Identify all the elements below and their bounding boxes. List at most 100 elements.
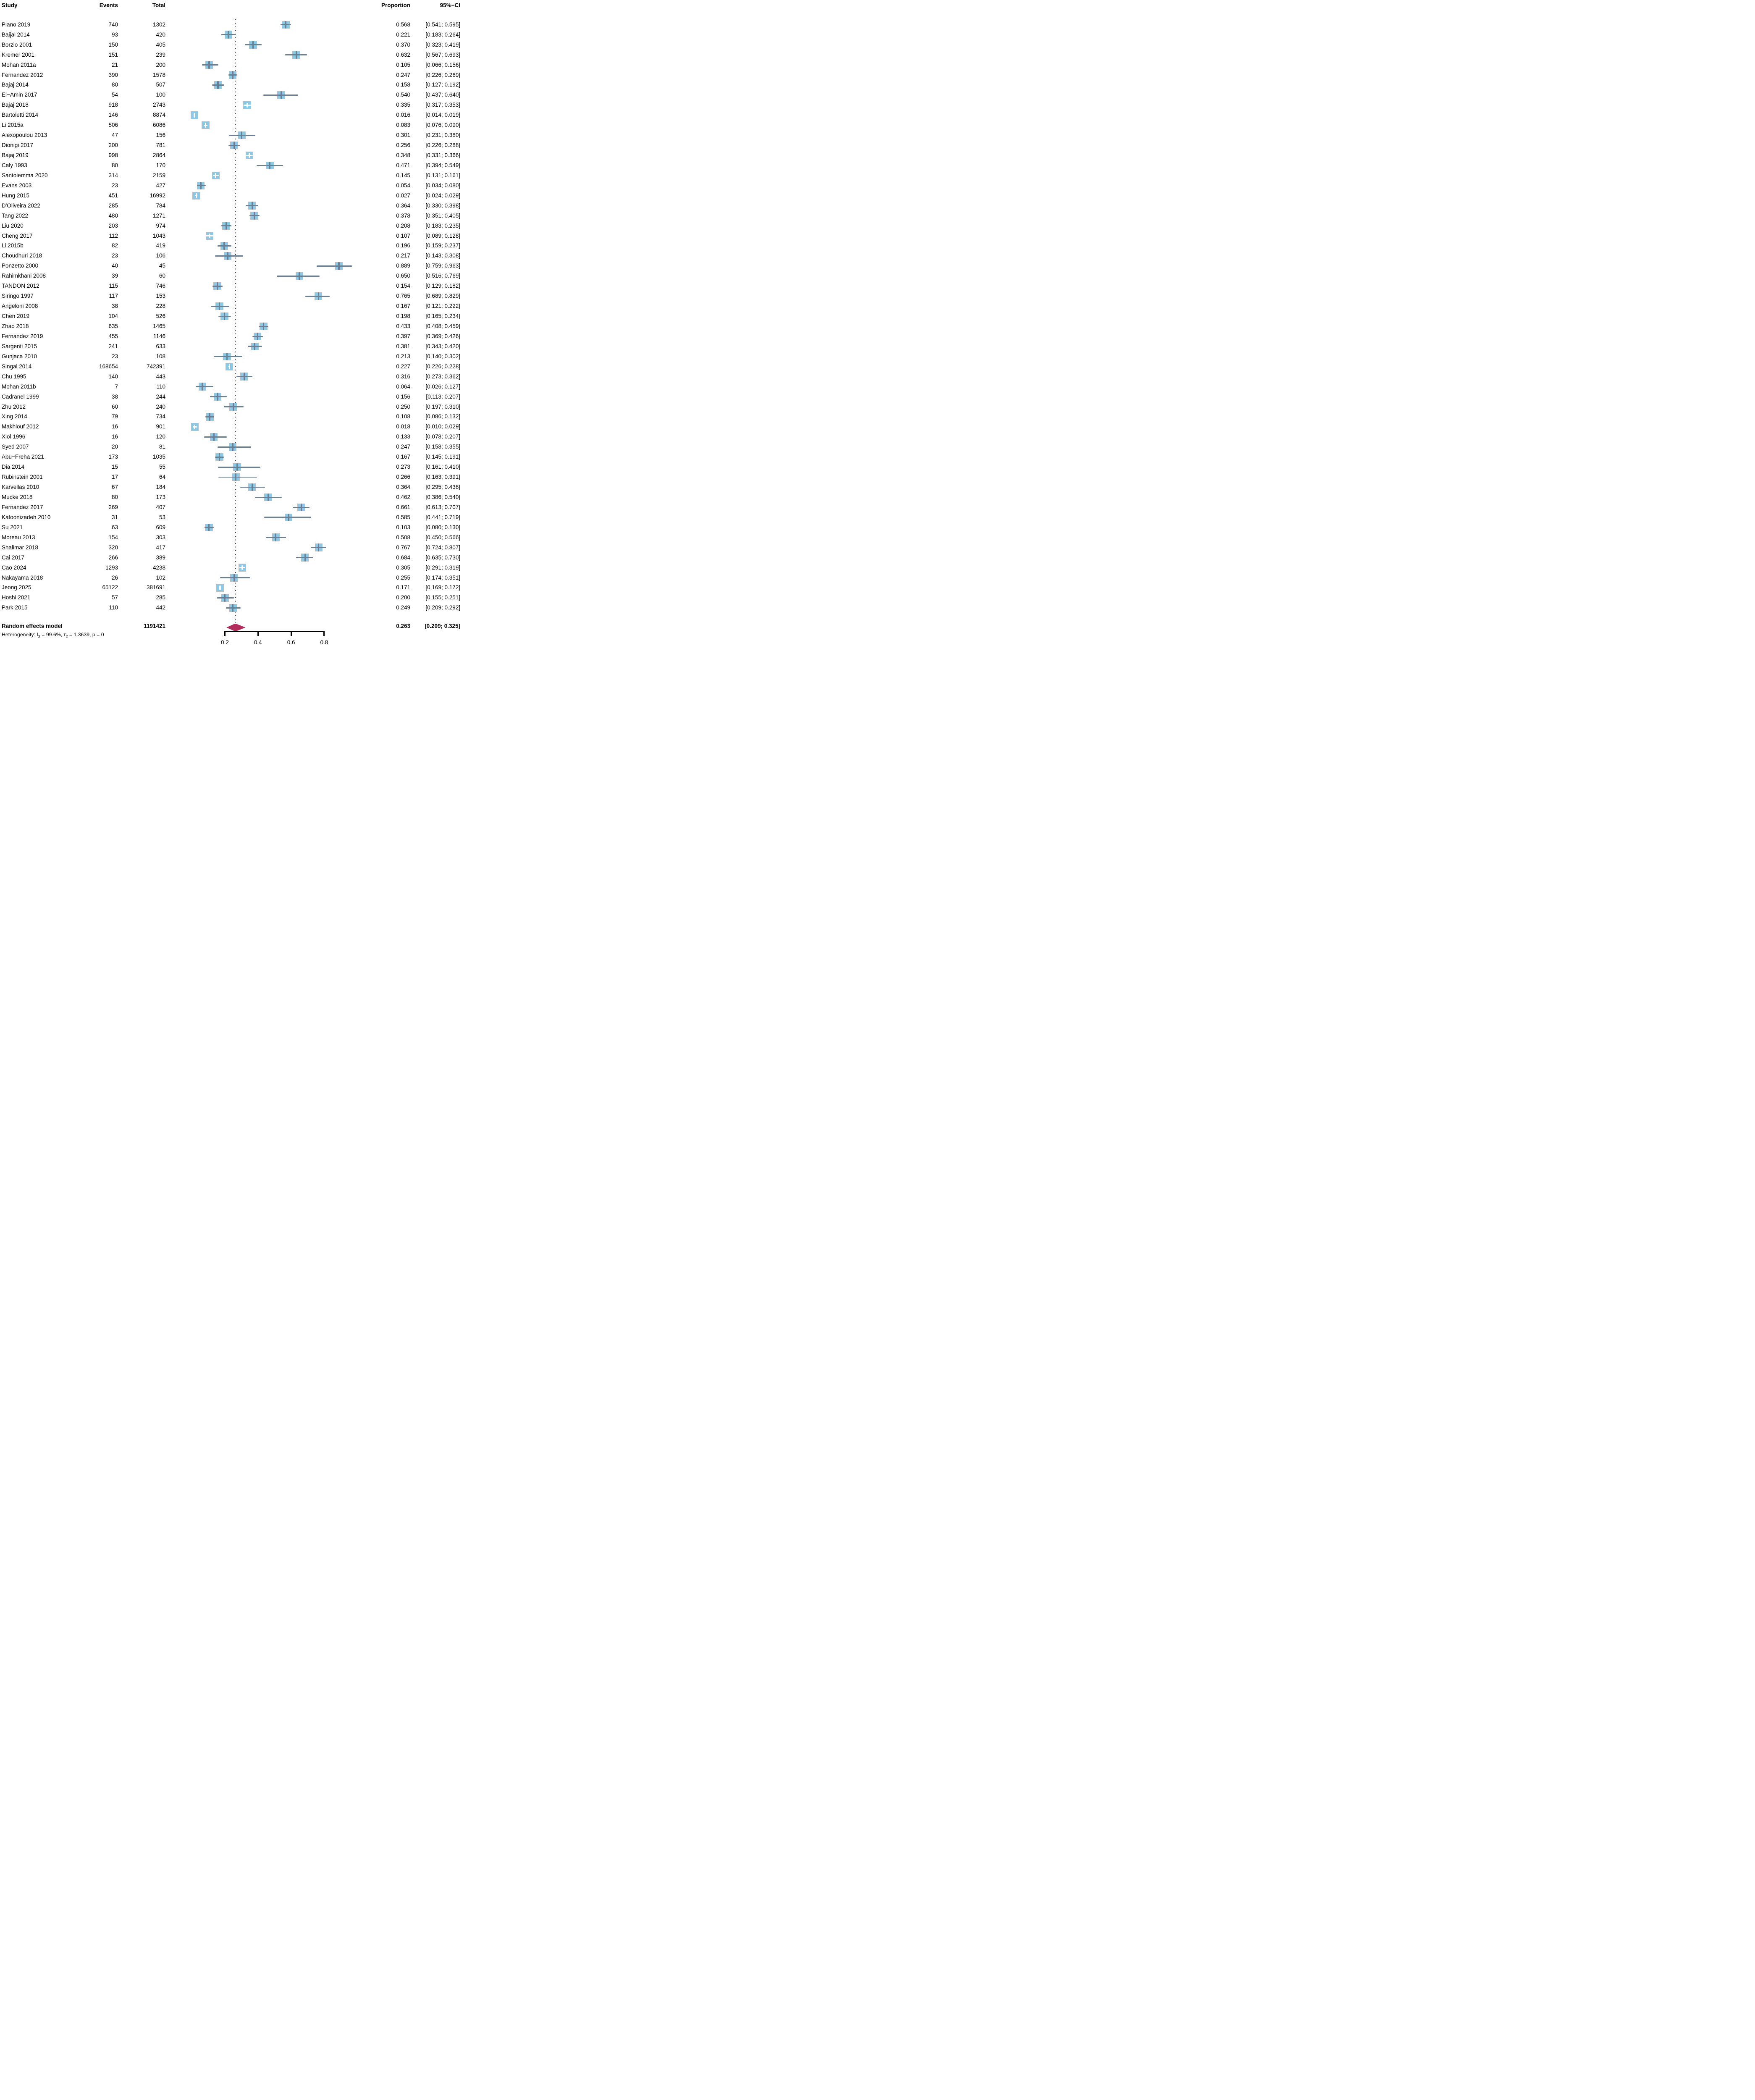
reference-line	[235, 19, 236, 623]
total-value: 742391	[146, 363, 165, 370]
study-name: Mohan 2011b	[2, 383, 36, 390]
total-value: 633	[156, 343, 165, 349]
study-name: Angeloni 2008	[2, 303, 38, 310]
total-value: 1146	[153, 333, 165, 339]
table-row: Nakayama 2018 26 102 0.255 [0.174; 0.351]	[0, 573, 462, 583]
table-row: Xiol 1996 16 120 0.133 [0.078; 0.207]	[0, 432, 462, 442]
ci-value: [0.295; 0.438]	[425, 484, 460, 491]
ci-value: [0.197; 0.310]	[425, 403, 460, 410]
study-name: Rahimkhani 2008	[2, 273, 46, 279]
ci-line	[215, 255, 244, 257]
ci-value: [0.541; 0.595]	[425, 21, 460, 28]
study-name: Singal 2014	[2, 363, 32, 370]
x-axis: 0.2 0.4 0.6 0.8	[0, 0, 462, 650]
ci-value: [0.394; 0.549]	[425, 162, 460, 168]
forest-plot-figure: Study Events Total Proportion 95%−CI Pia…	[0, 0, 462, 650]
total-value: 100	[156, 92, 165, 98]
table-row: Santoiemma 2020 314 2159 0.145 [0.131; 0.161…	[0, 171, 462, 181]
ci-value: [0.174; 0.351]	[425, 574, 460, 581]
proportion-value: 0.661	[396, 504, 410, 510]
total-value: 110	[156, 383, 165, 390]
table-row: D'Oliveira 2022 285 784 0.364 [0.330; 0.398]	[0, 201, 462, 211]
ci-value: [0.323; 0.419]	[425, 41, 460, 48]
proportion-value: 0.348	[396, 152, 410, 159]
header-proportion: Proportion	[381, 2, 410, 8]
point-tick	[226, 352, 228, 361]
table-row: Borzio 2001 150 405 0.370 [0.323; 0.419]	[0, 40, 462, 50]
point-tick	[243, 373, 245, 381]
ci-value: [0.441; 0.719]	[425, 514, 460, 520]
events-value: 451	[108, 192, 118, 199]
table-row: Choudhuri 2018 23 106 0.217 [0.143; 0.308]	[0, 251, 462, 261]
study-name: Shalimar 2018	[2, 544, 39, 551]
proportion-value: 0.247	[396, 71, 410, 78]
study-name: Tang 2022	[2, 212, 29, 219]
proportion-value: 0.107	[396, 232, 410, 239]
point-tick	[257, 332, 258, 341]
ci-line	[218, 476, 257, 478]
total-value: 8874	[152, 112, 165, 118]
events-value: 480	[108, 212, 118, 219]
total-value: 45	[159, 262, 165, 269]
point-tick	[223, 242, 225, 250]
ci-value: [0.516; 0.769]	[425, 273, 460, 279]
table-row: Caly 1993 80 170 0.471 [0.394; 0.549]	[0, 160, 462, 171]
total-value: 200	[156, 61, 165, 68]
study-name: Li 2015b	[2, 242, 24, 249]
proportion-value: 0.156	[396, 393, 410, 400]
events-value: 60	[111, 403, 118, 410]
total-value: 1035	[152, 454, 165, 460]
header-ci: 95%−CI	[440, 2, 460, 8]
total-value: 81	[159, 444, 165, 450]
proportion-value: 0.364	[396, 484, 410, 491]
total-value: 1271	[152, 212, 165, 219]
events-value: 918	[108, 102, 118, 108]
study-name: Mucke 2018	[2, 494, 33, 500]
proportion-value: 0.273	[396, 464, 410, 470]
study-name: TANDON 2012	[2, 283, 39, 289]
total-value: 244	[156, 393, 165, 400]
total-value: 381691	[146, 584, 165, 591]
proportion-value: 0.397	[396, 333, 410, 339]
ci-line	[218, 466, 260, 468]
ci-value: [0.386; 0.540]	[425, 494, 460, 500]
table-row: Bartoletti 2014 146 8874 0.016 [0.014; 0.019…	[0, 110, 462, 120]
table-row: Katoonizadeh 2010 31 53 0.585 [0.441; 0.719]	[0, 512, 462, 522]
total-value: 1465	[152, 323, 165, 329]
events-value: 23	[111, 252, 118, 259]
ci-value: [0.078; 0.207]	[425, 433, 460, 440]
events-value: 82	[111, 242, 118, 249]
proportion-value: 0.108	[396, 413, 410, 420]
ci-value: [0.724; 0.807]	[425, 544, 460, 551]
table-row: Singal 2014 168654 742391 0.227 [0.226; 0.22…	[0, 362, 462, 372]
ci-value: [0.080; 0.130]	[425, 524, 460, 530]
study-name: Sargenti 2015	[2, 343, 37, 349]
study-name: Li 2015a	[2, 122, 24, 129]
proportion-value: 0.249	[396, 604, 410, 611]
point-tick	[208, 61, 210, 69]
events-value: 80	[111, 494, 118, 500]
events-value: 285	[108, 202, 118, 209]
proportion-value: 0.305	[396, 564, 410, 571]
ci-value: [0.226; 0.269]	[425, 71, 460, 78]
total-value: 901	[156, 423, 165, 430]
point-tick	[233, 141, 235, 150]
ci-value: [0.034; 0.080]	[425, 182, 460, 189]
table-row: Tang 2022 480 1271 0.378 [0.351; 0.405]	[0, 211, 462, 221]
ci-line	[317, 265, 352, 267]
total-value: 153	[156, 293, 165, 299]
proportion-value: 0.316	[396, 373, 410, 380]
table-row: Park 2015 110 442 0.249 [0.209; 0.292]	[0, 603, 462, 613]
table-row: Fernandez 2017 269 407 0.661 [0.613; 0.707]	[0, 502, 462, 512]
study-name: Cai 2017	[2, 554, 25, 561]
proportion-value: 0.364	[396, 202, 410, 209]
table-row: Dionigi 2017 200 781 0.256 [0.226; 0.288]	[0, 140, 462, 150]
total-value: 1043	[152, 232, 165, 239]
ci-value: [0.127; 0.192]	[425, 81, 460, 88]
table-row: Chu 1995 140 443 0.316 [0.273; 0.362]	[0, 372, 462, 382]
axis-tick	[257, 630, 259, 636]
study-name: Makhlouf 2012	[2, 423, 39, 430]
total-value: 974	[156, 222, 165, 229]
events-value: 23	[111, 353, 118, 360]
table-row: Shalimar 2018 320 417 0.767 [0.724; 0.807]	[0, 543, 462, 553]
